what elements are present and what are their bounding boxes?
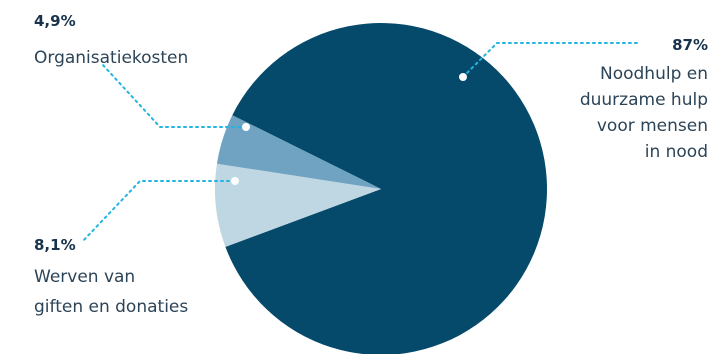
- leader-lines: [81, 42, 641, 243]
- leader-line-1: [81, 180, 236, 243]
- slice-label-0-line-2: voor mensen: [597, 116, 708, 136]
- slice-label-0-line-3: in nood: [645, 142, 708, 162]
- pie-slice-1: [215, 163, 381, 247]
- leader-dot-1: [231, 177, 239, 185]
- slice-labels: 87% Noodhulp en duurzame hulp voor mensen in…: [34, 12, 708, 317]
- leader-dot-0: [459, 73, 467, 81]
- slice-value-label-0: 87%: [672, 36, 708, 54]
- slice-label-1-line-0: Werven van: [34, 267, 135, 287]
- pie-slice-2: [216, 115, 381, 189]
- leader-line-2: [101, 63, 247, 128]
- leader-dot-2: [242, 123, 250, 131]
- pie-slices: [215, 23, 547, 354]
- slice-label-0-line-1: duurzame hulp: [580, 90, 708, 110]
- slice-label-1-line-1: giften en donaties: [34, 297, 188, 317]
- pie-slice-0: [225, 23, 547, 354]
- slice-value-label-2: 4,9%: [34, 12, 76, 30]
- leader-line-0: [462, 42, 641, 78]
- slice-label-2-line-0: Organisatiekosten: [34, 48, 188, 68]
- slice-label-0-line-0: Noodhulp en: [600, 64, 708, 84]
- slice-value-label-1: 8,1%: [34, 236, 76, 254]
